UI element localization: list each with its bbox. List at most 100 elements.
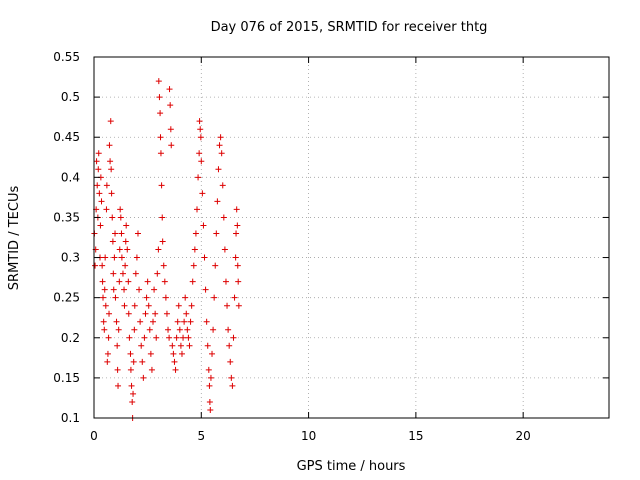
y-tick-label: 0.3 <box>61 251 80 265</box>
data-point <box>99 262 106 269</box>
data-point <box>93 158 100 165</box>
data-point <box>125 310 132 317</box>
data-point <box>160 262 167 269</box>
data-point <box>138 342 145 349</box>
data-point <box>109 214 116 221</box>
data-point <box>205 366 212 373</box>
data-point <box>172 366 179 373</box>
y-axis: 0.1 0.15 0.2 0.25 0.3 0.35 0.4 0.45 0.5 0.55 <box>53 50 609 425</box>
data-point <box>222 278 229 285</box>
data-point <box>194 206 200 213</box>
data-point <box>167 126 174 133</box>
data-point <box>148 366 155 373</box>
data-point <box>116 278 123 285</box>
data-point <box>178 350 185 357</box>
data-point <box>146 326 153 333</box>
grid-lines <box>94 57 609 418</box>
data-point <box>234 222 241 229</box>
data-point <box>185 334 192 341</box>
data-point <box>127 366 134 373</box>
data-point <box>131 302 138 309</box>
data-point <box>198 158 205 165</box>
data-point <box>171 358 178 365</box>
data-point <box>207 374 214 381</box>
data-point <box>227 358 234 365</box>
data-point <box>125 278 132 285</box>
data-point <box>155 78 162 85</box>
data-point <box>168 142 175 149</box>
data-point <box>165 326 172 333</box>
data-point <box>108 166 115 173</box>
data-point <box>180 334 187 341</box>
data-point <box>161 278 168 285</box>
data-point <box>226 342 233 349</box>
data-point <box>158 182 165 189</box>
data-point <box>197 134 204 141</box>
data-point <box>225 326 232 333</box>
data-point <box>106 310 113 317</box>
data-point <box>102 254 109 261</box>
data-point <box>131 326 138 333</box>
data-point <box>214 198 221 205</box>
data-point <box>206 382 213 389</box>
data-point <box>132 270 139 277</box>
data-point <box>209 350 216 357</box>
data-point <box>108 190 115 197</box>
data-point <box>182 294 189 301</box>
y-tick-label: 0.55 <box>53 50 80 64</box>
data-point <box>103 182 110 189</box>
x-tick-label: 10 <box>301 429 316 443</box>
data-point <box>169 342 176 349</box>
data-point <box>103 206 110 213</box>
data-point <box>235 278 242 285</box>
data-point <box>196 150 203 157</box>
data-point <box>189 278 196 285</box>
data-point <box>212 262 219 269</box>
data-point <box>166 334 173 341</box>
data-point <box>111 254 118 261</box>
data-point <box>181 318 188 325</box>
data-point <box>216 142 223 149</box>
data-point <box>118 230 125 237</box>
data-point <box>147 350 154 357</box>
y-tick-label: 0.45 <box>53 130 80 144</box>
data-point <box>201 254 208 261</box>
data-point <box>136 286 143 293</box>
data-point <box>115 326 122 333</box>
data-point <box>114 366 121 373</box>
data-point <box>109 238 116 245</box>
data-point <box>190 262 197 269</box>
data-point <box>150 318 157 325</box>
data-point <box>100 294 107 301</box>
data-point <box>156 94 163 101</box>
data-point <box>159 214 166 221</box>
y-tick-label: 0.2 <box>61 331 80 345</box>
data-point <box>140 374 147 381</box>
data-point <box>166 86 173 93</box>
x-tick-label: 20 <box>516 429 531 443</box>
data-point <box>133 254 140 261</box>
x-axis-label: GPS time / hours <box>297 459 406 474</box>
data-points <box>91 78 242 421</box>
data-point <box>157 150 164 157</box>
data-point <box>112 294 119 301</box>
data-point <box>154 270 161 277</box>
data-point <box>153 334 160 341</box>
x-tick-label: 5 <box>197 429 205 443</box>
data-point <box>130 390 137 397</box>
x-tick-label: 0 <box>90 429 98 443</box>
data-point <box>106 142 113 149</box>
data-point <box>155 246 162 253</box>
data-point <box>183 310 190 317</box>
data-point <box>119 270 126 277</box>
data-point <box>101 326 108 333</box>
data-point <box>215 166 222 173</box>
data-point <box>128 382 135 389</box>
data-point <box>141 334 148 341</box>
data-point <box>116 246 123 253</box>
data-point <box>122 238 129 245</box>
y-tick-label: 0.1 <box>61 411 80 425</box>
data-point <box>107 158 114 165</box>
data-point <box>121 302 128 309</box>
